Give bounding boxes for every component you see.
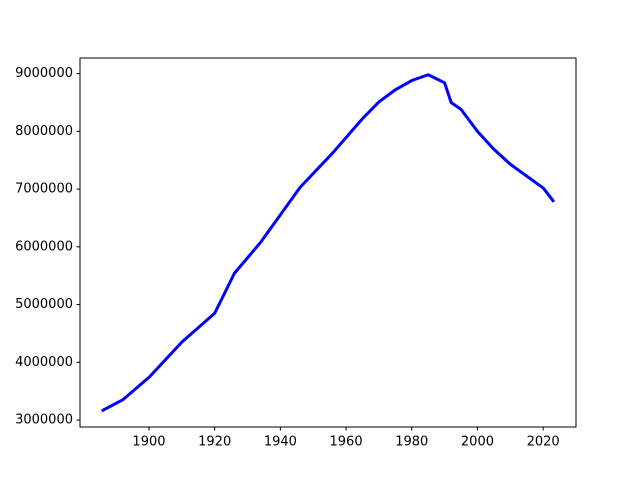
x-tick-label: 2000 xyxy=(461,435,494,450)
data-line xyxy=(100,73,556,413)
y-tick-label: 6000000 xyxy=(15,239,73,254)
y-tick-label: 4000000 xyxy=(15,355,73,370)
y-tick-label: 9000000 xyxy=(15,66,73,81)
y-tick-label: 7000000 xyxy=(15,182,73,197)
y-tick-label: 3000000 xyxy=(15,413,73,428)
y-tick-label: 8000000 xyxy=(15,124,73,139)
x-tick-label: 1940 xyxy=(264,435,297,450)
x-tick-label: 1920 xyxy=(198,435,231,450)
x-tick-label: 1960 xyxy=(330,435,363,450)
y-tick-label: 5000000 xyxy=(15,297,73,312)
x-tick-label: 1900 xyxy=(132,435,165,450)
x-tick-label: 1980 xyxy=(395,435,428,450)
x-tick-label: 2020 xyxy=(527,435,560,450)
plot-frame xyxy=(79,57,577,428)
